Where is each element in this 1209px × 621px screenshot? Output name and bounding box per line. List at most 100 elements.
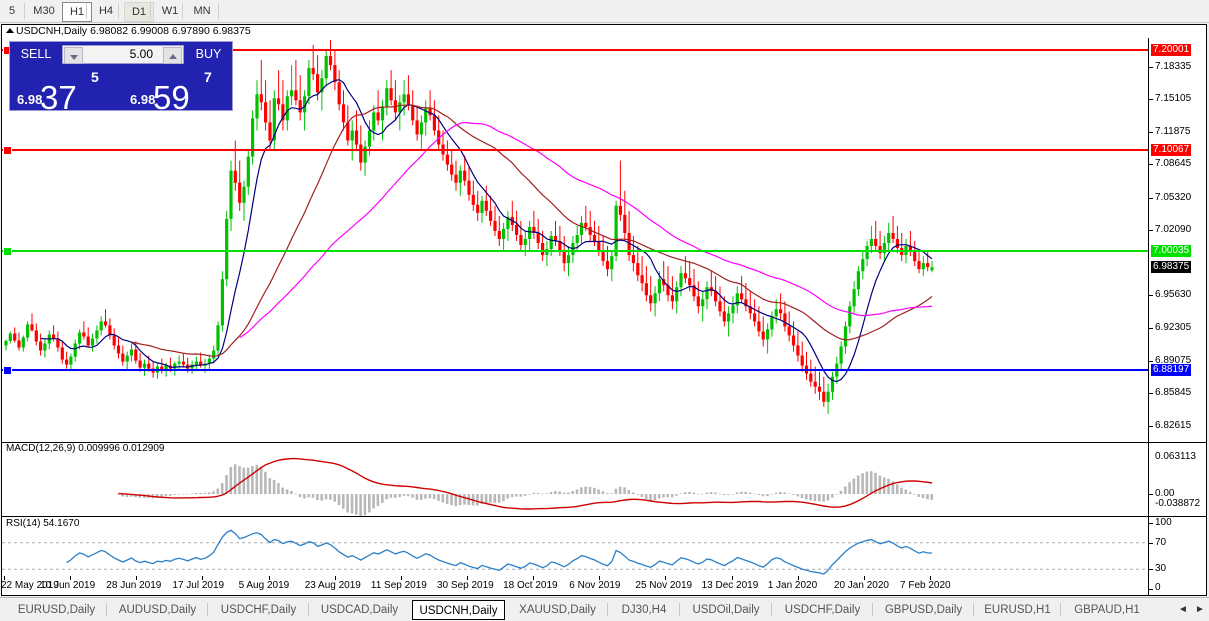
chart-tab-gbpaud-h1[interactable]: GBPAUD,H1 [1074,604,1140,616]
volume-decrement-button[interactable] [64,47,83,64]
sell-price-quote[interactable]: 6.98 37 5 [10,68,121,114]
chart-tab-eurusd-h1[interactable]: EURUSD,H1 [984,604,1051,616]
chart-tab-audusd-daily[interactable]: AUDUSD,Daily [118,604,197,616]
date-axis-label: 23 Aug 2019 [304,580,361,591]
date-axis-label: 11 Sep 2019 [370,580,427,591]
page-title: USDCNH,Daily 6.98082 6.99008 6.97890 6.9… [16,25,251,37]
timeframe-5[interactable]: 5 [8,5,16,17]
date-tick [930,576,931,580]
rsi-axis-label: 100 [1155,517,1172,528]
axis-tick [1149,494,1153,496]
chart-tab-eurusd-daily[interactable]: EURUSD,Daily [17,604,96,616]
volume-input[interactable]: 5.00 [62,45,184,64]
chart-title-bar: USDCNH,Daily 6.98082 6.99008 6.97890 6.9… [2,25,1206,38]
tab-separator [207,603,208,616]
level-line-7.10067[interactable] [2,148,1148,151]
volume-increment-button[interactable] [163,47,182,64]
macd-label: MACD(12,26,9) 0.009996 0.012909 [6,443,165,454]
price-axis[interactable]: 7.18335 7.15105 7.11875 7.08645 7.05320 7.020… [1148,38,1206,442]
date-tick [400,576,402,580]
rsi-plot [2,529,1148,575]
buy-price-quote[interactable]: 6.98 59 7 [123,68,232,114]
chart-tab-xauusd-daily[interactable]: XAUUSD,Daily [519,604,596,616]
macd-axis: 0.063113 0.00 -0.038872 [1148,443,1206,516]
date-tick [599,576,601,580]
rsi-axis-label: 0 [1155,582,1161,593]
one-click-trading-panel[interactable]: SELL 5.00 BUY 6.98 37 5 6.98 59 7 [9,41,233,114]
date-axis-label: 22 May 2019 [1,580,59,591]
rsi-pane[interactable]: RSI(14) 54.1670 100 70 30 0 [2,517,1206,595]
date-axis-label: 18 Oct 2019 [503,580,558,591]
date-axis-label: 28 Jun 2019 [106,580,162,591]
tab-scroll-right-icon[interactable]: ► [1195,604,1205,615]
level-handle[interactable] [3,365,12,375]
chart-tab-gbpusd-daily[interactable]: GBPUSD,Daily [884,604,963,616]
buy-button[interactable]: BUY [195,47,222,61]
axis-tick [1149,393,1153,395]
chart-tab-dj30-h4[interactable]: DJ30,H4 [621,604,667,616]
date-tick [665,576,667,580]
axis-tick [1149,523,1153,524]
timeframe-h4[interactable]: H4 [98,5,114,17]
timeframe-mn[interactable]: MN [193,5,211,17]
rsi-label: RSI(14) 54.1670 [6,518,80,529]
timeframe-h1[interactable]: H1 [62,2,92,22]
axis-tick [1149,66,1153,68]
chart-tab-usdcnh-daily[interactable]: USDCNH,Daily [412,600,505,620]
level-handle[interactable] [3,246,12,256]
date-axis-label: 13 Dec 2019 [701,580,759,591]
timeframe-d1[interactable]: D1 [124,2,154,22]
timeframe-m30[interactable]: M30 [33,5,55,17]
date-tick [136,576,138,580]
level-line-6.88197[interactable] [2,368,1148,371]
toolbar-separator [86,3,87,19]
level-handle[interactable] [3,145,12,155]
tab-separator [872,603,873,616]
chart-tab-usdoil-daily[interactable]: USDOil,Daily [692,604,760,616]
price-axis-label: 6.89075 [1155,354,1192,366]
chart-tab-usdchf-daily[interactable]: USDCHF,Daily [784,604,861,616]
axis-tick [1149,328,1153,330]
date-tick [202,576,204,580]
price-tag-7.20001: 7.20001 [1151,44,1192,56]
price-axis-label: 6.82615 [1155,419,1192,431]
axis-tick [1149,164,1153,166]
date-tick [4,576,5,580]
collapse-triangle-icon[interactable] [6,28,14,33]
tab-separator [1060,603,1061,616]
chart-tab-usdchf-daily[interactable]: USDCHF,Daily [220,604,297,616]
buy-price-main: 59 [153,79,190,116]
price-axis-label: 6.85845 [1155,387,1192,399]
sell-button[interactable]: SELL [20,47,52,61]
trade-panel-header: SELL 5.00 BUY [10,42,232,66]
level-line-7.00035[interactable] [2,249,1148,252]
tab-scroll-left-icon[interactable]: ◄ [1178,604,1188,615]
toolbar-separator [150,3,151,19]
date-axis-label: 5 Aug 2019 [238,580,290,591]
level-line-7.20001[interactable] [2,49,1148,51]
date-tick [731,576,733,580]
macd-pane[interactable]: MACD(12,26,9) 0.009996 0.012909 0.063113… [2,443,1206,516]
pane-divider-2 [2,516,1206,517]
tab-separator [973,603,974,616]
price-axis-label: 7.18335 [1155,60,1192,72]
timeframe-w1[interactable]: W1 [161,5,179,17]
date-axis-label: 25 Nov 2019 [635,580,693,591]
date-axis-label: 6 Nov 2019 [569,580,621,591]
toolbar-separator [182,3,183,19]
toolbar-separator [218,3,219,19]
date-tick [797,576,799,580]
date-tick [863,576,865,580]
pane-divider-1 [2,442,1206,443]
date-tick [334,576,336,580]
tab-separator [308,603,309,616]
date-axis-label: 10 Jun 2019 [40,580,96,591]
macd-axis-label: -0.038872 [1155,498,1201,509]
price-tag-7.10067: 7.10067 [1151,143,1192,156]
sell-price-prefix: 6.98 [17,92,43,107]
date-axis-label: 30 Sep 2019 [437,580,494,591]
macd-plot [117,457,934,516]
macd-axis-label: 0.063113 [1155,451,1196,462]
chart-tab-usdcad-daily[interactable]: USDCAD,Daily [320,604,399,616]
